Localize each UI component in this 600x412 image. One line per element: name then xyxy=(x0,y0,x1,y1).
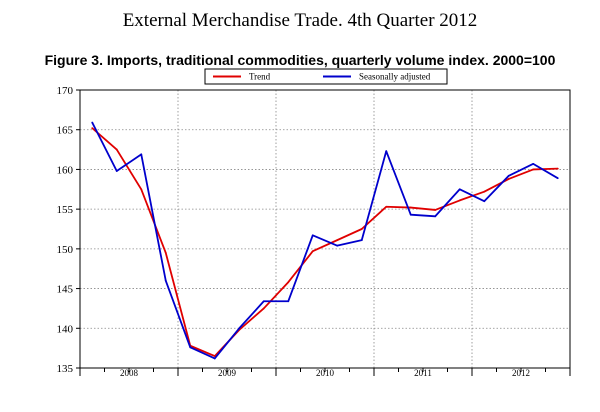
data-point xyxy=(115,148,118,151)
legend: Trend Seasonally adjusted xyxy=(204,68,448,85)
y-tick-label: 150 xyxy=(57,244,74,256)
data-point xyxy=(115,170,118,172)
series-lines xyxy=(91,121,559,360)
data-point xyxy=(164,251,167,254)
document-title: External Merchandise Trade. 4th Quarter … xyxy=(122,10,478,31)
data-point xyxy=(458,188,461,191)
data-point xyxy=(91,121,94,124)
x-tick-label: 2012 xyxy=(512,368,530,378)
data-point xyxy=(164,279,167,282)
data-point xyxy=(385,205,388,208)
data-point xyxy=(311,250,314,253)
data-point xyxy=(360,228,363,230)
data-point xyxy=(483,200,486,203)
y-tick-label: 140 xyxy=(57,323,74,335)
data-point xyxy=(360,239,363,242)
legend-label: Seasonally adjusted xyxy=(359,72,431,82)
data-point xyxy=(532,162,535,165)
data-point xyxy=(189,346,192,349)
data-point xyxy=(507,178,510,180)
data-point xyxy=(434,215,437,218)
data-point xyxy=(556,167,559,170)
data-point xyxy=(434,209,437,211)
data-point xyxy=(140,188,143,191)
data-point xyxy=(507,174,510,177)
data-point xyxy=(262,307,265,310)
figure-title: Figure 3. Imports, traditional commoditi… xyxy=(44,52,556,68)
data-point xyxy=(287,281,290,284)
x-tick-label: 2011 xyxy=(414,368,432,378)
data-point xyxy=(556,177,559,180)
legend-label: Trend xyxy=(249,72,271,82)
data-point xyxy=(287,300,290,303)
data-point xyxy=(409,213,412,216)
grid xyxy=(80,90,570,368)
data-point xyxy=(238,327,241,330)
data-point xyxy=(91,127,94,130)
data-point xyxy=(458,199,461,202)
series-line-1 xyxy=(91,122,559,360)
x-tick-label: 2010 xyxy=(316,368,335,378)
y-tick-label: 155 xyxy=(57,204,74,216)
data-point xyxy=(336,239,339,242)
data-point xyxy=(385,150,388,153)
series-line-0 xyxy=(91,127,558,357)
data-point xyxy=(532,168,535,171)
data-point xyxy=(262,300,265,303)
y-tick-label: 135 xyxy=(57,363,74,375)
data-point xyxy=(483,190,486,193)
axes: 135 140 145 150 155 160 165 170 2008 2009 2010 2011… xyxy=(57,85,571,378)
data-point xyxy=(409,206,412,209)
data-point xyxy=(336,244,339,247)
y-tick-label: 165 xyxy=(57,125,74,137)
data-point xyxy=(311,234,314,237)
plot-frame xyxy=(79,89,571,369)
y-tick-label: 170 xyxy=(57,85,74,97)
data-point xyxy=(213,357,216,360)
x-tick-label: 2008 xyxy=(120,368,139,378)
y-tick-label: 145 xyxy=(57,284,74,296)
x-tick-label: 2009 xyxy=(218,368,237,378)
data-point xyxy=(140,153,143,156)
y-tick-label: 160 xyxy=(57,164,74,176)
